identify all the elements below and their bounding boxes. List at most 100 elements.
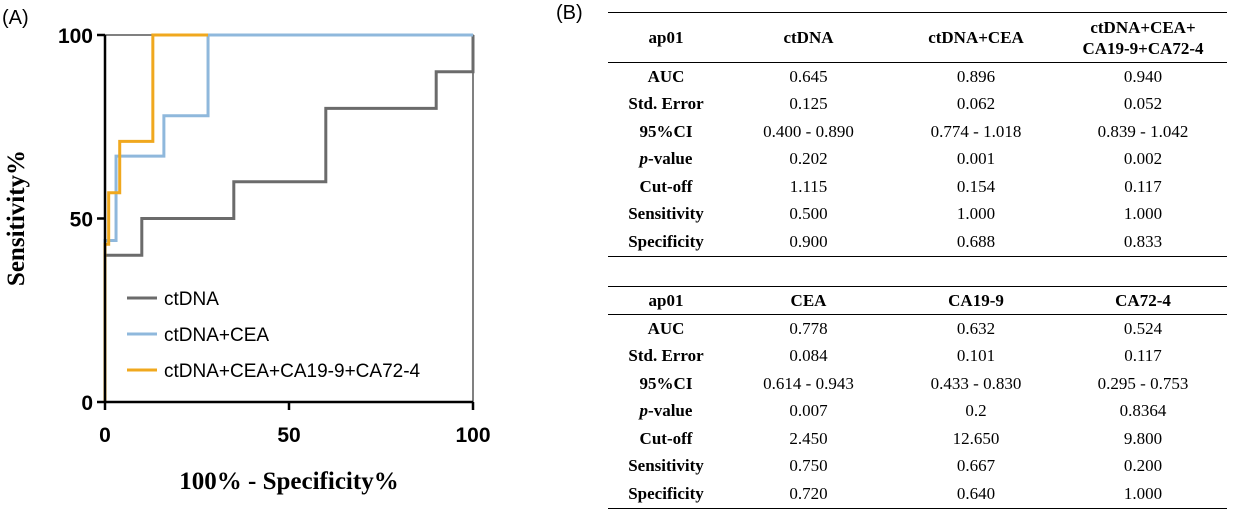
table-row: Std. Error 0.125 0.062 0.052: [608, 91, 1227, 119]
header-cell: CA19-9: [893, 286, 1059, 315]
value-cell: 1.000: [1059, 480, 1227, 509]
value-cell: 0.940: [1123, 66, 1163, 86]
row-label: Std. Error: [628, 94, 704, 114]
row-label: p-value: [608, 398, 724, 426]
value-cell: 0.896: [956, 66, 996, 86]
row-label: Sensitivity: [628, 204, 704, 224]
value-cell: 0.154: [956, 176, 996, 196]
value-cell: 0.2: [965, 401, 987, 421]
value-cell: 0.667: [956, 456, 996, 476]
table-row: p-value 0.007 0.2 0.8364: [608, 398, 1227, 426]
table-row: 95%CI 0.400 - 0.890 0.774 - 1.018 0.839 - 1…: [608, 118, 1227, 146]
value-cell: 0.125: [789, 94, 828, 114]
series-line-1: [103, 35, 475, 402]
table-header-row: ap01 CEA CA19-9 CA72-4: [608, 286, 1227, 315]
value-cell: 1.115: [789, 176, 828, 196]
value-cell: 0.101: [956, 346, 996, 366]
legend-label: ctDNA+CEA: [164, 325, 269, 346]
table-row: Specificity 0.900 0.688 0.833: [608, 228, 1227, 257]
table-row: p-value 0.202 0.001 0.002: [608, 146, 1227, 174]
value-cell: 0.117: [1124, 346, 1162, 366]
row-label: AUC: [647, 66, 685, 86]
value-cell: 0.001: [956, 149, 996, 169]
value-cell: 0.295 - 0.753: [1097, 373, 1189, 393]
table-row: AUC 0.778 0.632 0.524: [608, 315, 1227, 343]
value-cell: 0.062: [956, 94, 996, 114]
value-cell: 0.900: [724, 228, 893, 257]
row-label: Specificity: [608, 228, 724, 257]
value-cell: 0.202: [789, 149, 828, 169]
row-label-rest: -value: [648, 401, 693, 421]
value-cell: 0.839 - 1.042: [1097, 121, 1189, 141]
table-row: 95%CI 0.614 - 0.943 0.433 - 0.830 0.295 - 0…: [608, 370, 1227, 398]
header-cell: CEA: [724, 286, 893, 315]
row-label: Cut-off: [639, 176, 693, 196]
legend: ctDNA ctDNA+CEA ctDNA+CEA+CA19-9+CA72-4: [127, 289, 421, 382]
value-cell: 1.000: [956, 204, 996, 224]
value-cell: 0.433 - 0.830: [930, 373, 1022, 393]
value-cell: 0.524: [1123, 318, 1163, 338]
value-cell: 0.774 - 1.018: [930, 121, 1022, 141]
row-label: AUC: [647, 318, 685, 338]
header-cell: ap01: [608, 12, 724, 63]
header-cell: ap01: [608, 286, 724, 315]
table-body: AUC 0.645 0.896 0.940 Std. Error 0.125 0.062 0.…: [608, 63, 1227, 257]
x-tick-label: 0: [99, 424, 111, 447]
value-cell: 0.720: [724, 480, 893, 509]
value-cell: 1.000: [1123, 204, 1163, 224]
header-cell: ctDNA+CEA+ CA19-9+CA72-4: [1059, 12, 1227, 63]
ticks-layer: 0 50 100 0 50 100: [58, 25, 491, 447]
row-label: p-value: [608, 146, 724, 174]
value-cell: 0.632: [956, 318, 996, 338]
value-cell: 0.614 - 0.943: [763, 373, 854, 393]
row-label: Std. Error: [628, 346, 704, 366]
legend-label: ctDNA+CEA+CA19-9+CA72-4: [164, 361, 421, 382]
roc-stats-table-markers: ap01 CEA CA19-9 CA72-4 AUC 0.778 0.632 0.52…: [608, 286, 1227, 509]
value-cell: 0.400 - 0.890: [763, 121, 854, 141]
table-body: AUC 0.778 0.632 0.524 Std. Error 0.084 0.101 0.…: [608, 315, 1227, 509]
series-layer: [103, 33, 475, 402]
row-label: 95%CI: [639, 373, 693, 393]
x-axis-title: 100% - Specificity%: [179, 468, 398, 495]
table-row: Sensitivity 0.750 0.667 0.200: [608, 453, 1227, 481]
table-row: Cut-off 1.115 0.154 0.117: [608, 173, 1227, 201]
roc-chart: (A) 0 50 100 0 50 100 Sensitivity% 100% - Spe…: [2, 7, 491, 495]
value-cell: 0.117: [1124, 176, 1162, 196]
x-tick-label: 50: [277, 424, 300, 447]
row-label: Sensitivity: [628, 456, 704, 476]
row-label: Specificity: [608, 480, 724, 509]
x-tick-label: 100: [455, 424, 490, 447]
value-cell: 0.645: [789, 66, 828, 86]
header-line: ctDNA+CEA+: [1090, 17, 1196, 37]
value-cell: 0.500: [789, 204, 828, 224]
panel-b-label: (B): [556, 2, 583, 24]
header-line: CA19-9+CA72-4: [1082, 38, 1204, 58]
panel-a-label: (A): [2, 7, 29, 29]
table-row: Cut-off 2.450 12.650 9.800: [608, 425, 1227, 453]
row-label: Cut-off: [639, 428, 693, 448]
roc-stats-table-combined: ap01 ctDNA ctDNA+CEA ctDNA+CEA+ CA19-9+C…: [608, 12, 1227, 257]
value-cell: 0.833: [1059, 228, 1227, 257]
value-cell: 0.084: [789, 346, 828, 366]
table-row: AUC 0.645 0.896 0.940: [608, 63, 1227, 91]
value-cell: 0.007: [789, 401, 828, 421]
y-tick-label: 100: [58, 25, 93, 48]
row-label-rest: -value: [648, 149, 693, 169]
row-label: 95%CI: [639, 121, 693, 141]
header-cell: ctDNA+CEA: [893, 12, 1059, 63]
value-cell: 0.002: [1123, 149, 1163, 169]
legend-label: ctDNA: [164, 289, 219, 310]
y-axis-title: Sensitivity%: [3, 150, 30, 286]
value-cell: 0.200: [1123, 456, 1163, 476]
table-row: Std. Error 0.084 0.101 0.117: [608, 343, 1227, 371]
header-cell: CA72-4: [1059, 286, 1227, 315]
value-cell: 9.800: [1123, 428, 1163, 448]
value-cell: 0.750: [789, 456, 828, 476]
value-cell: 0.052: [1123, 94, 1163, 114]
value-cell: 0.688: [893, 228, 1059, 257]
y-tick-label: 0: [81, 392, 93, 415]
table-header-row: ap01 ctDNA ctDNA+CEA ctDNA+CEA+ CA19-9+C…: [608, 12, 1227, 63]
value-cell: 12.650: [952, 428, 1000, 448]
row-label-italic: p: [639, 149, 649, 169]
value-cell: 0.8364: [1119, 401, 1167, 421]
